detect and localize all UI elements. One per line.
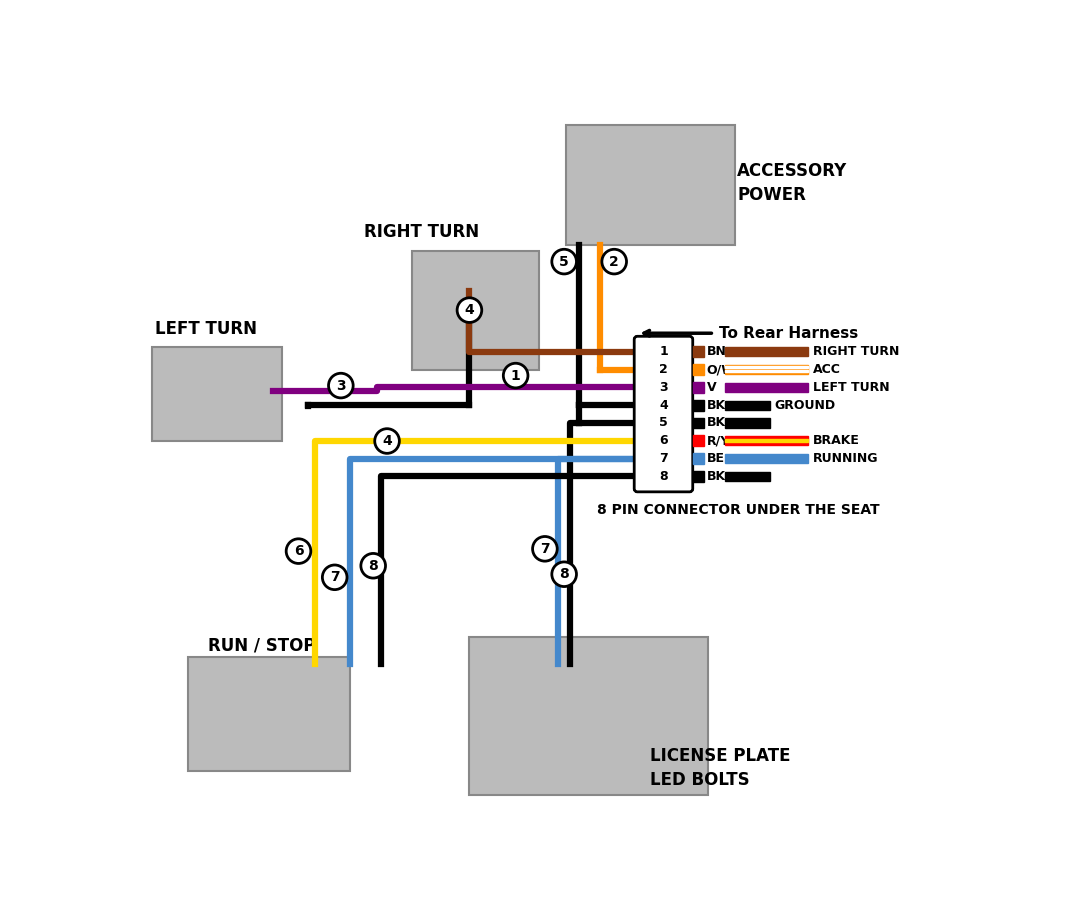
Text: 8: 8 bbox=[559, 567, 569, 582]
Circle shape bbox=[503, 364, 528, 387]
Text: LICENSE PLATE
LED BOLTS: LICENSE PLATE LED BOLTS bbox=[650, 747, 791, 789]
Circle shape bbox=[552, 249, 576, 274]
FancyBboxPatch shape bbox=[189, 657, 350, 770]
FancyBboxPatch shape bbox=[411, 251, 539, 370]
Bar bbox=[725, 440, 808, 442]
Bar bbox=[692, 382, 703, 393]
Text: 5: 5 bbox=[559, 255, 569, 268]
Text: RUN / STOP: RUN / STOP bbox=[207, 636, 315, 654]
Text: BK: BK bbox=[706, 470, 726, 483]
Circle shape bbox=[552, 562, 576, 586]
Bar bbox=[725, 347, 808, 356]
Text: 1: 1 bbox=[511, 368, 521, 383]
Text: 4: 4 bbox=[382, 434, 392, 448]
Circle shape bbox=[533, 537, 558, 562]
Text: 1: 1 bbox=[659, 345, 668, 358]
Circle shape bbox=[374, 429, 399, 453]
Bar bbox=[725, 454, 808, 463]
Circle shape bbox=[286, 539, 310, 563]
Bar bbox=[692, 346, 703, 357]
Text: ACC: ACC bbox=[813, 363, 841, 376]
Bar bbox=[692, 435, 703, 446]
Text: 6: 6 bbox=[294, 544, 304, 558]
Text: RUNNING: RUNNING bbox=[813, 453, 879, 465]
Text: 2: 2 bbox=[659, 363, 668, 376]
Circle shape bbox=[329, 373, 353, 398]
Text: 8: 8 bbox=[368, 559, 378, 572]
Text: 8: 8 bbox=[660, 470, 667, 483]
Text: LEFT TURN: LEFT TURN bbox=[155, 321, 257, 338]
Bar bbox=[725, 419, 769, 428]
Bar bbox=[692, 453, 703, 464]
Bar bbox=[725, 472, 769, 481]
Text: To Rear Harness: To Rear Harness bbox=[719, 326, 858, 341]
Text: 6: 6 bbox=[660, 434, 667, 447]
Bar bbox=[725, 365, 808, 374]
Text: 4: 4 bbox=[464, 303, 474, 317]
Bar bbox=[692, 399, 703, 410]
Text: RIGHT TURN: RIGHT TURN bbox=[813, 345, 899, 358]
Bar bbox=[725, 400, 769, 409]
FancyBboxPatch shape bbox=[565, 125, 735, 245]
Text: BK: BK bbox=[706, 417, 726, 430]
Text: 8 PIN CONNECTOR UNDER THE SEAT: 8 PIN CONNECTOR UNDER THE SEAT bbox=[597, 503, 880, 517]
Text: BRAKE: BRAKE bbox=[813, 434, 859, 447]
Bar bbox=[692, 418, 703, 429]
Text: R/Y: R/Y bbox=[706, 434, 730, 447]
Text: BK: BK bbox=[706, 398, 726, 411]
Bar bbox=[692, 471, 703, 482]
Text: BN: BN bbox=[706, 345, 727, 358]
Circle shape bbox=[457, 298, 482, 322]
Bar bbox=[725, 383, 808, 392]
Text: 7: 7 bbox=[330, 571, 340, 584]
Text: 7: 7 bbox=[659, 453, 668, 465]
Text: 4: 4 bbox=[659, 398, 668, 411]
Text: 3: 3 bbox=[660, 381, 667, 394]
Text: 2: 2 bbox=[610, 255, 620, 268]
Circle shape bbox=[361, 553, 385, 578]
Text: 5: 5 bbox=[659, 417, 668, 430]
Bar bbox=[725, 370, 808, 372]
Bar bbox=[725, 366, 808, 368]
Bar bbox=[725, 436, 808, 445]
Circle shape bbox=[602, 249, 626, 274]
Text: LEFT TURN: LEFT TURN bbox=[813, 381, 890, 394]
Text: RIGHT TURN: RIGHT TURN bbox=[363, 223, 480, 241]
Bar bbox=[692, 365, 703, 375]
Text: ACCESSORY
POWER: ACCESSORY POWER bbox=[738, 162, 847, 204]
Text: GROUND: GROUND bbox=[775, 398, 835, 411]
FancyBboxPatch shape bbox=[470, 638, 709, 795]
Text: 3: 3 bbox=[336, 378, 346, 393]
Text: BE: BE bbox=[706, 453, 725, 465]
Text: 7: 7 bbox=[540, 542, 550, 556]
Text: O/W: O/W bbox=[706, 363, 736, 376]
FancyBboxPatch shape bbox=[152, 347, 282, 441]
Circle shape bbox=[322, 565, 347, 590]
FancyBboxPatch shape bbox=[635, 336, 692, 492]
Text: V: V bbox=[706, 381, 716, 394]
